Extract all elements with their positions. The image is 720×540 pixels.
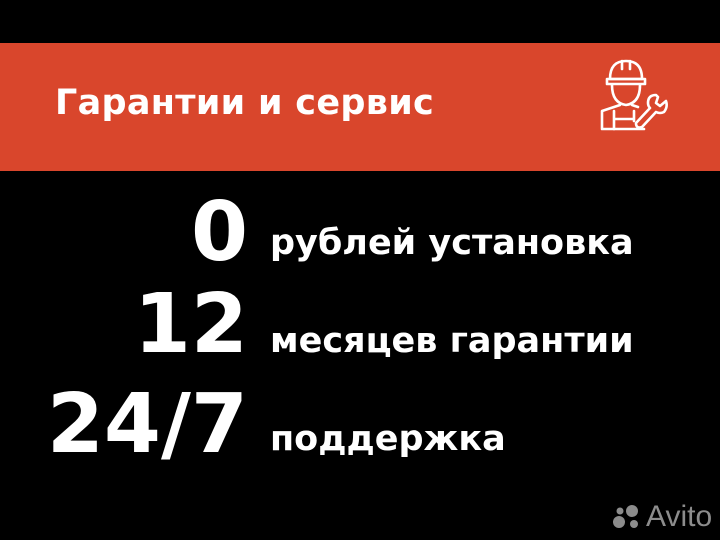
feature-value: 24/7 — [46, 377, 248, 472]
avito-logo-icon — [613, 505, 638, 528]
banner-title: Гарантии и сервис — [55, 83, 435, 123]
feature-value: 0 — [190, 185, 248, 280]
feature-label: месяцев гарантии — [270, 321, 634, 361]
watermark-text: Avito — [646, 500, 713, 533]
header-banner: Гарантии и сервис — [0, 43, 720, 171]
avito-watermark: Avito — [612, 500, 712, 534]
feature-value: 12 — [133, 277, 248, 372]
worker-with-wrench-icon — [600, 59, 668, 131]
feature-label: рублей установка — [270, 223, 634, 263]
feature-label: поддержка — [270, 419, 506, 459]
